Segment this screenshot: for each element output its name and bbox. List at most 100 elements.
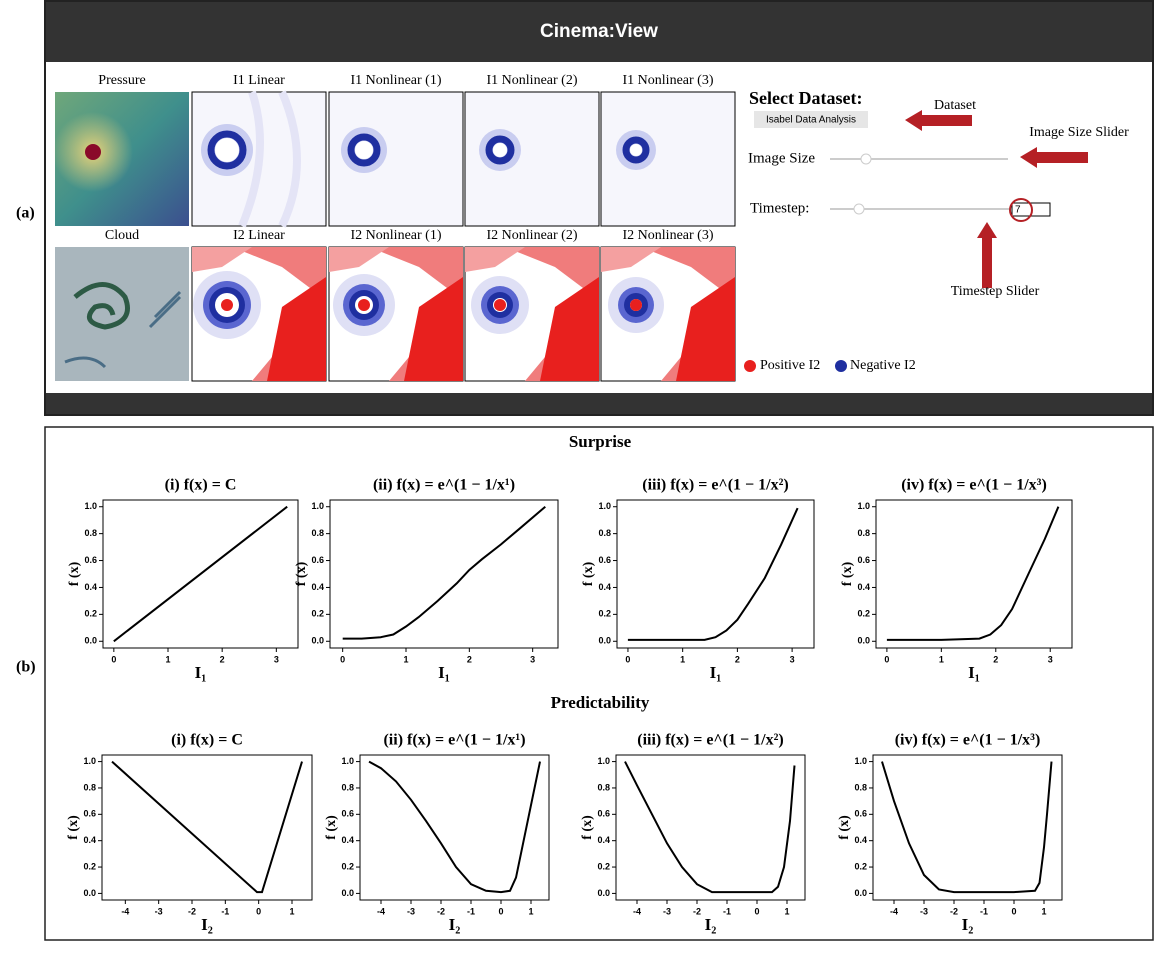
y-tick-label: 0.6 — [854, 809, 867, 819]
x-tick-label: 0 — [1011, 906, 1016, 916]
thumbnail — [465, 92, 599, 226]
y-tick-label: 1.0 — [311, 501, 324, 511]
x-tick-label: 1 — [680, 654, 685, 664]
x-axis-label: I₁ — [195, 663, 207, 682]
y-tick-label: 1.0 — [83, 756, 96, 766]
x-tick-label: 3 — [274, 654, 279, 664]
image — [493, 143, 507, 157]
x-tick-label: -1 — [723, 906, 731, 916]
y-tick-label: 0.6 — [84, 555, 97, 565]
x-tick-label: 3 — [1048, 654, 1053, 664]
dataset-name[interactable]: Isabel Data Analysis — [766, 115, 856, 126]
y-tick-label: 0.4 — [854, 835, 867, 845]
y-tick-label: 0.6 — [598, 555, 611, 565]
x-axis-label: I₂ — [449, 915, 461, 934]
x-tick-label: 1 — [289, 906, 294, 916]
y-tick-label: 0.4 — [311, 582, 324, 592]
y-tick-label: 1.0 — [857, 501, 870, 511]
x-tick-label: -3 — [663, 906, 671, 916]
thumbnail-label: I2 Nonlinear (3) — [623, 228, 714, 243]
x-tick-label: -2 — [437, 906, 445, 916]
y-tick-label: 0.4 — [598, 582, 611, 592]
thumbnail — [465, 247, 599, 381]
x-axis-label: I₁ — [968, 663, 980, 682]
x-axis-label: I₂ — [962, 915, 974, 934]
thumbnail-label: I2 Nonlinear (2) — [487, 228, 578, 243]
y-tick-label: 0.0 — [854, 888, 867, 898]
chart-title: (ii) f(x) = e^(1 − 1/x¹) — [373, 477, 515, 494]
legend-swatch — [744, 360, 756, 372]
y-tick-label: 0.2 — [857, 609, 870, 619]
y-tick-label: 0.0 — [857, 636, 870, 646]
x-tick-label: -2 — [950, 906, 958, 916]
y-tick-label: 1.0 — [598, 501, 611, 511]
x-tick-label: -1 — [980, 906, 988, 916]
thumbnail-label: I1 Nonlinear (3) — [623, 73, 714, 88]
panel-label: (b) — [16, 659, 36, 676]
y-tick-label: 0.2 — [341, 861, 354, 871]
thumbnail-label: Pressure — [98, 73, 145, 88]
y-tick-label: 0.4 — [84, 582, 97, 592]
y-tick-label: 0.0 — [341, 888, 354, 898]
y-axis-label: f (x) — [66, 815, 81, 840]
y-tick-label: 1.0 — [84, 501, 97, 511]
y-tick-label: 0.8 — [854, 782, 867, 792]
y-tick-label: 0.4 — [83, 835, 96, 845]
y-tick-label: 1.0 — [854, 756, 867, 766]
x-tick-label: -3 — [920, 906, 928, 916]
image-size-label: Image Size — [748, 150, 815, 166]
panel-label: (a) — [16, 205, 35, 222]
timestep-value[interactable]: 7 — [1015, 205, 1021, 216]
image — [221, 299, 233, 311]
slider-knob[interactable] — [861, 154, 871, 164]
y-tick-label: 0.6 — [311, 555, 324, 565]
x-tick-label: 0 — [625, 654, 630, 664]
y-tick-label: 0.2 — [83, 861, 96, 871]
y-tick-label: 0.6 — [83, 809, 96, 819]
x-tick-label: 0 — [884, 654, 889, 664]
thumbnail — [192, 247, 326, 381]
thumbnail-label: I1 Linear — [233, 73, 285, 88]
legend-swatch — [835, 360, 847, 372]
x-tick-label: -2 — [188, 906, 196, 916]
legend-label: Positive I2 — [760, 358, 820, 373]
y-tick-label: 0.6 — [341, 809, 354, 819]
annotation: Timestep Slider — [951, 284, 1040, 299]
slider-knob[interactable] — [854, 204, 864, 214]
thumbnail — [55, 247, 189, 381]
y-tick-label: 0.4 — [857, 582, 870, 592]
thumbnail — [329, 92, 463, 226]
y-tick-label: 0.2 — [311, 609, 324, 619]
x-tick-label: 1 — [528, 906, 533, 916]
page: { "panel_a": { "label": "(a)", "app_titl… — [0, 0, 1156, 948]
x-axis-label: I₂ — [705, 915, 717, 934]
image — [355, 141, 373, 159]
y-axis-label: f (x) — [837, 815, 852, 840]
x-tick-label: 2 — [467, 654, 472, 664]
x-tick-label: 1 — [939, 654, 944, 664]
select-label: Select Dataset: — [749, 88, 862, 108]
annotation: Dataset — [934, 98, 976, 113]
chart-title: (iii) f(x) = e^(1 − 1/x²) — [642, 477, 789, 494]
y-tick-label: 0.0 — [84, 636, 97, 646]
chart-title: (iii) f(x) = e^(1 − 1/x²) — [637, 732, 784, 749]
y-tick-label: 0.2 — [854, 861, 867, 871]
y-tick-label: 0.6 — [597, 809, 610, 819]
chart-title: (iv) f(x) = e^(1 − 1/x³) — [901, 477, 1047, 494]
timestep-label: Timestep: — [750, 200, 809, 216]
y-tick-label: 0.8 — [597, 782, 610, 792]
y-tick-label: 0.6 — [857, 555, 870, 565]
image — [55, 247, 189, 381]
thumbnail — [329, 247, 463, 381]
y-tick-label: 0.8 — [598, 528, 611, 538]
x-tick-label: -2 — [693, 906, 701, 916]
x-tick-label: 0 — [754, 906, 759, 916]
image — [494, 299, 506, 311]
thumbnail — [192, 92, 326, 226]
x-tick-label: -3 — [407, 906, 415, 916]
y-tick-label: 0.0 — [83, 888, 96, 898]
x-tick-label: -4 — [377, 906, 385, 916]
thumbnail — [601, 247, 735, 381]
thumbnail-label: Cloud — [105, 228, 139, 243]
y-axis-label: f (x) — [581, 561, 596, 586]
